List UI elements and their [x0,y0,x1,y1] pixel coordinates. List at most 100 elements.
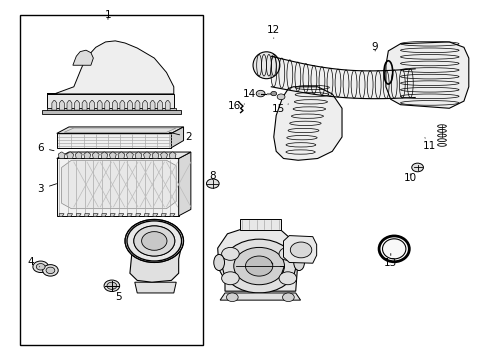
Polygon shape [135,100,140,110]
Text: 2: 2 [169,132,191,142]
Polygon shape [104,100,109,110]
Polygon shape [283,235,316,263]
Text: 11: 11 [422,138,435,151]
Polygon shape [57,127,183,134]
Polygon shape [67,100,72,110]
Polygon shape [118,152,124,158]
Polygon shape [74,100,79,110]
Polygon shape [136,214,141,217]
Polygon shape [58,152,65,158]
Polygon shape [97,100,102,110]
Polygon shape [161,214,166,217]
Text: 4: 4 [27,257,40,267]
Polygon shape [93,214,98,217]
Polygon shape [47,108,176,111]
Polygon shape [47,94,173,108]
Polygon shape [130,221,181,282]
Polygon shape [76,214,81,217]
Polygon shape [83,152,90,158]
Polygon shape [127,214,132,217]
Polygon shape [170,214,175,217]
Polygon shape [160,152,167,158]
Polygon shape [52,100,57,110]
Circle shape [233,247,284,285]
Bar [20,15,203,345]
Polygon shape [57,152,190,158]
Polygon shape [47,41,173,94]
Text: 10: 10 [403,173,416,183]
Circle shape [256,90,264,97]
Polygon shape [92,152,99,158]
Circle shape [222,239,295,293]
Polygon shape [89,100,94,110]
Polygon shape [217,226,298,291]
Circle shape [134,226,174,256]
Polygon shape [273,87,341,160]
Circle shape [411,163,423,172]
Circle shape [270,91,276,96]
Circle shape [33,261,48,273]
Polygon shape [169,152,176,158]
Polygon shape [109,152,116,158]
Polygon shape [150,100,155,110]
Polygon shape [158,100,162,110]
Circle shape [42,265,58,276]
Polygon shape [75,152,82,158]
Polygon shape [120,100,124,110]
Polygon shape [57,158,178,216]
Circle shape [104,280,120,292]
Polygon shape [112,100,117,110]
Text: 16: 16 [228,102,244,112]
Polygon shape [220,293,300,300]
Polygon shape [101,152,107,158]
Polygon shape [142,100,147,110]
Polygon shape [135,282,176,293]
Text: 1: 1 [104,10,111,20]
Circle shape [279,272,296,285]
Polygon shape [135,152,142,158]
Circle shape [245,256,272,276]
Polygon shape [153,214,158,217]
Polygon shape [171,127,183,148]
Text: 12: 12 [266,25,280,39]
Ellipse shape [293,255,304,271]
Text: 15: 15 [271,104,288,114]
Polygon shape [84,214,89,217]
Polygon shape [165,100,170,110]
Circle shape [279,247,296,260]
Polygon shape [61,160,176,209]
Circle shape [282,293,294,302]
Ellipse shape [382,239,405,259]
Polygon shape [73,50,93,65]
Polygon shape [144,214,149,217]
Polygon shape [82,100,87,110]
Text: 7: 7 [271,262,284,276]
Polygon shape [110,214,115,217]
Polygon shape [385,42,468,108]
Polygon shape [57,134,171,148]
Polygon shape [68,214,73,217]
Circle shape [107,282,117,289]
Polygon shape [127,100,132,110]
Circle shape [221,247,239,260]
Text: 6: 6 [37,143,54,153]
Polygon shape [59,214,64,217]
Circle shape [221,272,239,285]
Ellipse shape [252,52,279,79]
Polygon shape [67,152,73,158]
Circle shape [277,94,285,100]
Polygon shape [42,110,181,114]
Polygon shape [60,100,64,110]
Text: 14: 14 [242,89,259,99]
Polygon shape [102,214,106,217]
Circle shape [290,242,311,258]
Text: 5: 5 [113,288,122,302]
Polygon shape [152,152,159,158]
Circle shape [134,226,174,256]
Polygon shape [143,152,150,158]
Text: 3: 3 [37,184,57,194]
Text: 13: 13 [384,253,397,268]
Circle shape [226,293,238,302]
Text: 9: 9 [371,42,378,52]
Circle shape [36,264,45,270]
